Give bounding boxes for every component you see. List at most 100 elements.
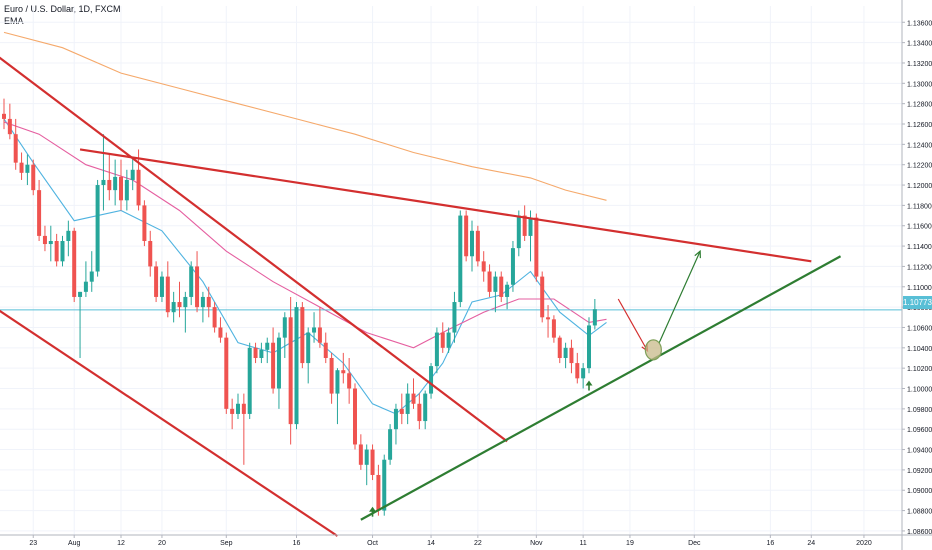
- candle-up: [393, 408, 398, 430]
- time-tick-label: 23: [29, 540, 37, 547]
- candle-up: [446, 332, 451, 348]
- candle-up: [60, 240, 65, 262]
- candle-down: [288, 317, 293, 425]
- candle-down: [464, 215, 469, 257]
- candle-down: [481, 261, 486, 272]
- candle-up: [189, 266, 194, 297]
- candle-down: [411, 393, 416, 404]
- candle-up: [364, 449, 369, 465]
- trendline[interactable]: [0, 48, 508, 443]
- price-tick-label: 1.13200: [907, 61, 932, 68]
- candle-down: [19, 162, 24, 173]
- price-tick-label: 1.09200: [907, 468, 932, 475]
- price-tick-label: 1.10200: [907, 366, 932, 373]
- time-tick-label: 2020: [856, 540, 872, 547]
- time-tick-label: 19: [626, 540, 634, 547]
- price-tick-label: 1.13600: [907, 20, 932, 27]
- candle-up: [124, 179, 129, 201]
- time-tick-label: 14: [427, 540, 435, 547]
- ema-indicator-label[interactable]: EMA: [4, 16, 24, 26]
- ema-line: [3, 121, 607, 349]
- time-tick-label: 16: [293, 540, 301, 547]
- candle-down: [399, 408, 404, 414]
- time-tick-label: Nov: [530, 540, 543, 547]
- trendline[interactable]: [79, 148, 812, 263]
- trendline[interactable]: [360, 255, 842, 521]
- candle-up: [452, 302, 457, 333]
- price-tick-label: 1.08800: [907, 509, 932, 516]
- candle-down: [376, 474, 381, 511]
- price-tick-label: 1.08600: [907, 529, 932, 536]
- target-zone-circle[interactable]: [644, 339, 662, 361]
- grid: [0, 6, 902, 535]
- candle-up: [265, 342, 270, 350]
- candle-down: [241, 403, 246, 414]
- price-tick-label: 1.09800: [907, 407, 932, 414]
- candle-up: [429, 366, 434, 394]
- candle-up: [236, 403, 240, 414]
- candle-up: [48, 240, 53, 245]
- ema-line: [3, 31, 607, 201]
- candle-down: [218, 327, 223, 338]
- candle-down: [31, 164, 36, 191]
- candle-down: [37, 190, 42, 236]
- candle-down: [253, 347, 258, 358]
- ema-lines: [3, 31, 607, 415]
- candle-down: [347, 373, 352, 389]
- time-tick-label: 16: [766, 540, 774, 547]
- price-tick-label: 1.09400: [907, 448, 932, 455]
- candle-down: [353, 388, 357, 445]
- arrow-line[interactable]: [658, 250, 701, 343]
- candle-up: [510, 248, 515, 285]
- candle-up: [101, 179, 106, 186]
- price-tick-label: 1.12800: [907, 102, 932, 109]
- candle-up: [516, 215, 521, 249]
- time-tick-label: Aug: [68, 540, 81, 547]
- ema-line: [3, 118, 607, 415]
- trendline[interactable]: [0, 302, 339, 537]
- candle-down: [195, 266, 200, 308]
- candle-down: [557, 337, 562, 358]
- price-tick-label: 1.11800: [907, 203, 932, 210]
- candle-down: [329, 357, 334, 394]
- candle-down: [540, 276, 545, 318]
- price-axis: 1.13600 1.13400 1.13200 1.13000 1.12800 1.126…: [901, 0, 932, 550]
- time-tick-label: 12: [117, 540, 125, 547]
- candle-down: [2, 113, 6, 119]
- arrow-line[interactable]: [617, 298, 649, 352]
- price-tick-label: 1.13000: [907, 81, 932, 88]
- price-tick-label: 1.12600: [907, 122, 932, 129]
- candle-up: [312, 327, 317, 333]
- price-tick-label: 1.10000: [907, 387, 932, 394]
- candle-up: [493, 276, 498, 292]
- price-tick-label: 1.12000: [907, 183, 932, 190]
- candle-up: [382, 459, 387, 511]
- candle-down: [230, 408, 235, 414]
- price-tick-label: 1.10600: [907, 325, 932, 332]
- candle-down: [271, 342, 276, 389]
- price-tick-label: 1.12200: [907, 163, 932, 170]
- candle-up: [200, 296, 205, 308]
- candle-up: [183, 296, 188, 308]
- candle-down: [522, 215, 527, 236]
- candle-up: [130, 169, 135, 180]
- time-tick-label: 24: [807, 540, 815, 547]
- candle-up: [306, 332, 311, 364]
- price-tick-label: 1.11400: [907, 244, 932, 251]
- trendlines: [0, 48, 842, 537]
- price-tick-label: 1.11600: [907, 224, 932, 231]
- time-tick-label: 11: [580, 540, 587, 547]
- time-axis: 23 Aug 12 20 Sep 16 Oct 14 22 Nov 11 19 Dec 16 24 2020: [0, 534, 932, 547]
- candle-up: [563, 347, 568, 358]
- candle-down: [370, 449, 375, 475]
- up-arrow-marker-head: [585, 380, 593, 386]
- candle-up: [434, 332, 439, 367]
- candle-down: [487, 271, 492, 292]
- candle-down: [323, 342, 328, 358]
- candle-down: [177, 302, 182, 308]
- time-tick-label: Sep: [220, 540, 233, 547]
- candle-down: [42, 235, 47, 245]
- candle-up: [25, 164, 30, 173]
- candle-down: [417, 403, 422, 422]
